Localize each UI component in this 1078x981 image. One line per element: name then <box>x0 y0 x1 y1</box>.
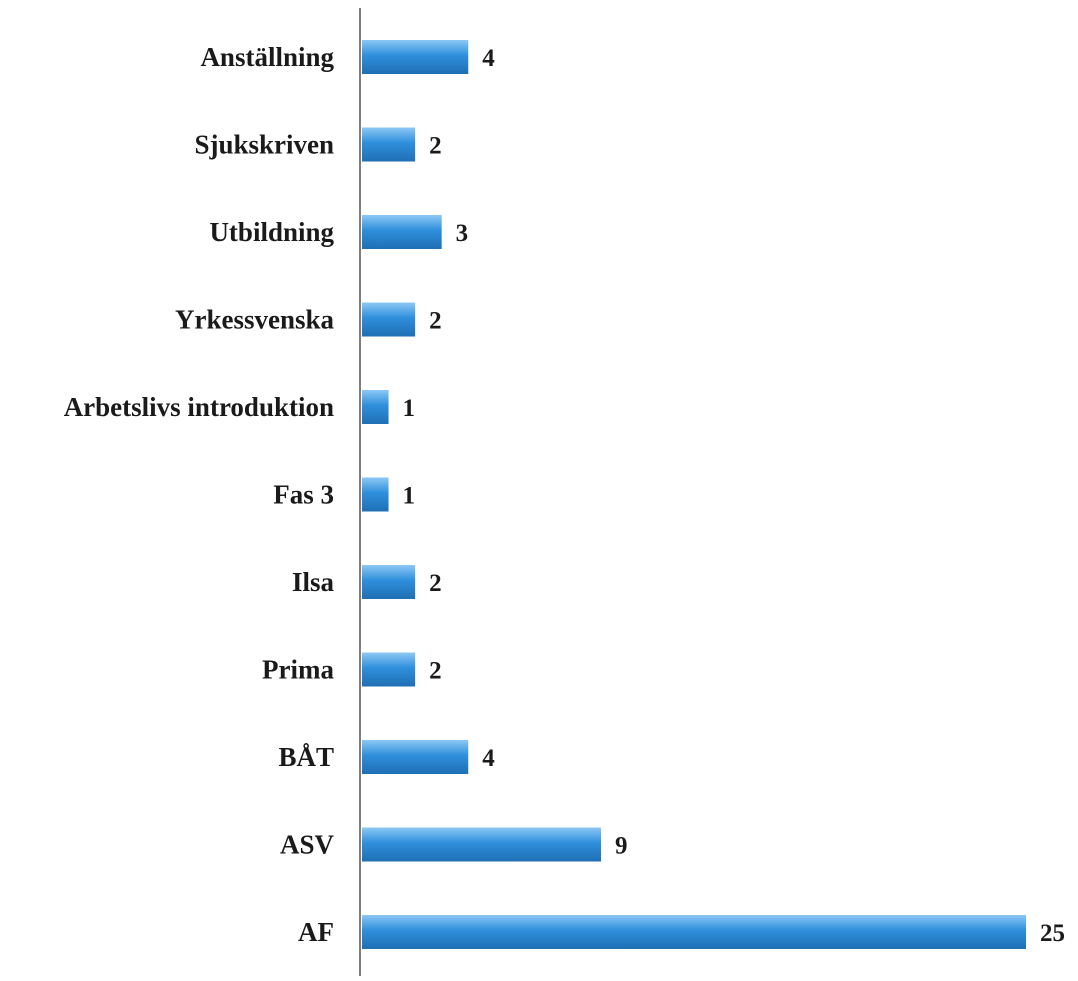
bar-4 <box>362 390 389 424</box>
category-label: Prima <box>262 655 334 685</box>
data-label: 3 <box>456 220 469 247</box>
bar-10 <box>362 915 1026 949</box>
bar-1 <box>362 127 416 162</box>
bar-6 <box>362 565 416 599</box>
category-label: ASV <box>280 830 335 860</box>
bar-9 <box>362 827 602 862</box>
category-label: Arbetslivs introduktion <box>64 392 334 422</box>
data-label: 9 <box>615 833 628 860</box>
bar-0 <box>362 40 469 74</box>
bar-2 <box>362 215 442 249</box>
labels-layer: Anställning 4 Sjukskriven 2 Utbildning 3 Yrkes… <box>64 42 1065 947</box>
data-label: 4 <box>482 45 495 72</box>
data-label: 4 <box>482 745 495 772</box>
category-label: Utbildning <box>209 217 334 247</box>
data-label: 2 <box>429 570 442 597</box>
category-label: Anställning <box>200 42 334 72</box>
bars-layer <box>362 40 1026 949</box>
bar-7 <box>362 652 416 687</box>
category-label: Fas 3 <box>273 480 334 510</box>
bar-8 <box>362 740 469 774</box>
data-label: 2 <box>429 133 442 160</box>
bar-3 <box>362 302 416 337</box>
category-label: Sjukskriven <box>194 130 334 160</box>
data-label: 2 <box>429 308 442 335</box>
category-label: AF <box>298 917 334 947</box>
category-label: Ilsa <box>292 567 335 597</box>
data-label: 25 <box>1040 920 1065 947</box>
category-label: BÅT <box>278 742 334 772</box>
data-label: 1 <box>403 395 416 422</box>
data-label: 1 <box>403 483 416 510</box>
data-label: 2 <box>429 658 442 685</box>
bar-5 <box>362 477 389 512</box>
category-label: Yrkessvenska <box>175 305 335 335</box>
